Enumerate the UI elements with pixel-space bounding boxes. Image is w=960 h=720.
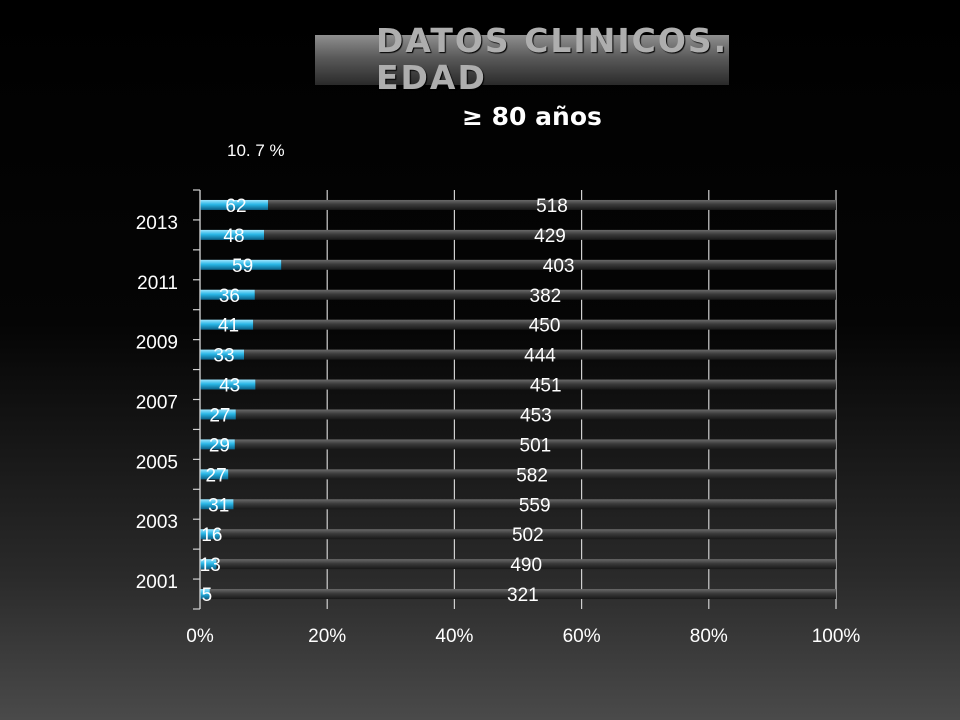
data-label-rest: 501 xyxy=(520,435,552,456)
data-label-highlight: 31 xyxy=(208,495,229,516)
bar-segment-rest xyxy=(228,469,837,480)
x-tick-label: 40% xyxy=(435,626,473,647)
data-label-rest: 444 xyxy=(524,346,556,367)
data-label-rest: 582 xyxy=(516,465,548,486)
y-tick-label: 2013 xyxy=(136,213,178,234)
data-labels: 5 321 13 490 16 502 31 559 27 582 29 501 27 453 43 451 3… xyxy=(200,196,575,606)
bar-segment-highlight xyxy=(200,259,282,270)
data-label-highlight: 27 xyxy=(206,465,227,486)
bar-segment-rest xyxy=(267,199,836,210)
bar-segment-rest xyxy=(235,409,836,420)
x-tick-label: 80% xyxy=(690,626,728,647)
y-tick-label: 2001 xyxy=(136,572,178,593)
bar-segment-highlight xyxy=(200,529,220,540)
percent-note: 10. 7 % xyxy=(227,141,285,160)
y-tick-label: 2007 xyxy=(136,393,178,414)
data-label-rest: 321 xyxy=(507,585,539,606)
data-label-rest: 502 xyxy=(512,525,544,546)
bar-segment-highlight xyxy=(200,229,264,240)
bar-segment-highlight xyxy=(200,499,234,510)
bar-segment-rest xyxy=(254,289,836,300)
bar-segment-rest xyxy=(253,319,837,330)
data-label-rest: 518 xyxy=(536,196,568,217)
bar-segment-highlight xyxy=(200,469,229,480)
bar-segment-rest xyxy=(219,529,837,540)
x-tick-label: 100% xyxy=(812,626,861,647)
bar-segment-highlight xyxy=(200,589,210,600)
bar-segment-rest xyxy=(281,259,836,270)
data-label-rest: 490 xyxy=(510,555,542,576)
data-label-highlight: 36 xyxy=(219,286,240,307)
bar-segment-rest xyxy=(264,229,836,240)
y-tick-label: 2011 xyxy=(137,273,178,294)
data-label-rest: 559 xyxy=(519,495,551,516)
data-label-highlight: 48 xyxy=(223,226,244,247)
bar-segment-rest xyxy=(216,559,836,570)
bar-segment-highlight xyxy=(200,409,236,420)
data-label-highlight: 59 xyxy=(232,256,253,277)
data-label-highlight: 16 xyxy=(201,525,222,546)
data-label-rest: 453 xyxy=(520,405,552,426)
bar-segment-highlight xyxy=(200,349,244,360)
data-label-rest: 382 xyxy=(530,286,562,307)
bar-segment-highlight xyxy=(200,319,254,330)
data-label-highlight: 62 xyxy=(225,196,246,217)
bar-segment-highlight xyxy=(200,199,268,210)
data-label-highlight: 33 xyxy=(213,346,234,367)
data-label-highlight: 13 xyxy=(200,555,221,576)
data-label-highlight: 41 xyxy=(218,316,239,337)
data-label-rest: 450 xyxy=(529,316,561,337)
chart-subtitle: ≥ 80 años xyxy=(462,102,602,131)
y-tick-label: 2009 xyxy=(136,333,178,354)
axes: 0% 20% 40% 60% 80% 100% 2001 2003 2005 2007 2009 20… xyxy=(136,189,861,647)
data-label-rest: 403 xyxy=(543,256,575,277)
x-tick-label: 0% xyxy=(186,626,214,647)
x-tick-label: 20% xyxy=(308,626,346,647)
data-label-highlight: 29 xyxy=(209,435,230,456)
slide-title: DATOS CLINICOS. EDAD xyxy=(376,21,729,97)
data-label-rest: 451 xyxy=(530,376,562,397)
bars xyxy=(200,199,837,600)
data-label-rest: 429 xyxy=(534,226,566,247)
bar-segment-rest xyxy=(255,379,836,390)
bar-segment-highlight xyxy=(200,439,235,450)
bar-segment-highlight xyxy=(200,289,255,300)
y-tick-label: 2005 xyxy=(136,452,178,473)
data-label-highlight: 5 xyxy=(202,585,213,606)
bar-segment-rest xyxy=(234,439,837,450)
bar-segment-rest xyxy=(233,499,837,510)
title-band xyxy=(315,35,729,85)
data-label-highlight: 27 xyxy=(209,405,230,426)
x-tick-label: 60% xyxy=(563,626,601,647)
bar-segment-rest xyxy=(209,589,836,600)
bar-segment-highlight xyxy=(200,379,256,390)
y-tick-label: 2003 xyxy=(136,512,178,533)
bar-segment-rest xyxy=(244,349,836,360)
bar-segment-highlight xyxy=(200,559,217,570)
data-label-highlight: 43 xyxy=(219,376,240,397)
